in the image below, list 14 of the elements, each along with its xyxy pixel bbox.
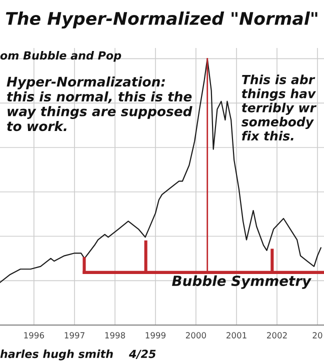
x-tick-label: 1998 [105,332,126,338]
annotation: This is abr things hav terribly wr somebody fix this. [242,74,317,141]
x-tick-label: 20 [312,332,322,338]
x-tick-label: 1999 [146,332,166,338]
x-tick-label: 2000 [186,332,206,338]
x-tick-label: 1996 [24,332,44,338]
chart-title: The Hyper-Normalized "Normal" [6,12,318,28]
annotation: om Bubble and Pop [0,51,122,62]
x-tick-label: 1997 [64,332,84,338]
x-tick-label: 2001 [226,332,246,338]
annotation: Hyper-Normalization: this is normal, this is the way things are supposed to work. [6,76,192,132]
text: harles hugh smith 4/25 [0,349,156,360]
x-tick-label: 2002 [266,332,287,338]
annotation: Bubble Symmetry [172,275,312,289]
